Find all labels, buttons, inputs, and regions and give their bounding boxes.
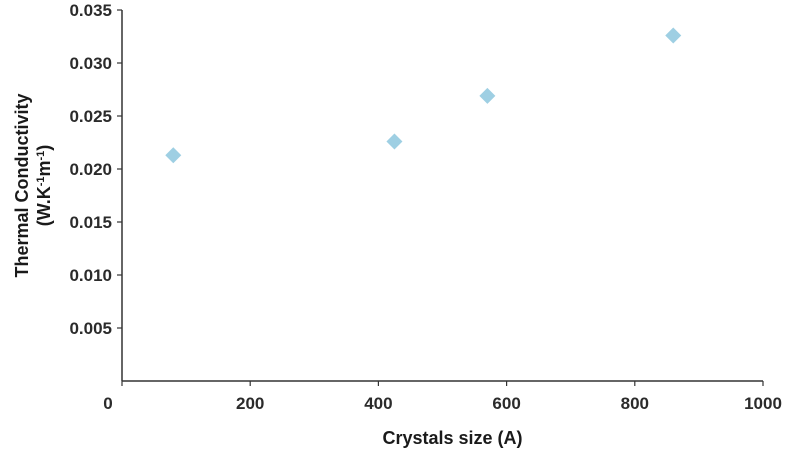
data-point	[165, 147, 182, 164]
y-tick-label: 0.030	[69, 54, 112, 73]
x-tick-label: 0	[103, 394, 112, 413]
x-tick-label: 400	[364, 394, 392, 413]
x-tick-label: 1000	[744, 394, 782, 413]
y-axis-title-line1: Thermal Conductivity	[12, 93, 32, 277]
x-axis-title: Crystals size (A)	[382, 428, 522, 448]
y-unit-exp1: -1	[35, 177, 47, 187]
y-unit-suffix: )	[34, 145, 54, 151]
y-unit-mid: m	[34, 160, 54, 176]
data-point	[479, 87, 496, 104]
data-points	[165, 27, 682, 164]
axes	[121, 10, 763, 382]
y-tick-label: 0.010	[69, 266, 112, 285]
data-point	[386, 133, 403, 150]
y-ticks: 0.035 0.030 0.025 0.020 0.015 0.010 0.005	[69, 1, 122, 338]
x-ticks: 0 200 400 600 800 1000	[103, 381, 782, 413]
x-tick-label: 800	[621, 394, 649, 413]
y-tick-label: 0.020	[69, 160, 112, 179]
y-unit-prefix: (W.K	[34, 186, 54, 226]
y-tick-label: 0.005	[69, 319, 112, 338]
y-axis-title-line2: (W.K-1m-1)	[34, 145, 54, 227]
y-tick-label: 0.025	[69, 107, 112, 126]
y-tick-label: 0.015	[69, 213, 112, 232]
y-unit-exp2: -1	[35, 151, 47, 161]
data-point	[665, 27, 682, 44]
x-tick-label: 600	[492, 394, 520, 413]
y-axis-title: Thermal Conductivity (W.K-1m-1)	[12, 93, 54, 277]
x-tick-label: 200	[236, 394, 264, 413]
y-tick-label: 0.035	[69, 1, 112, 20]
